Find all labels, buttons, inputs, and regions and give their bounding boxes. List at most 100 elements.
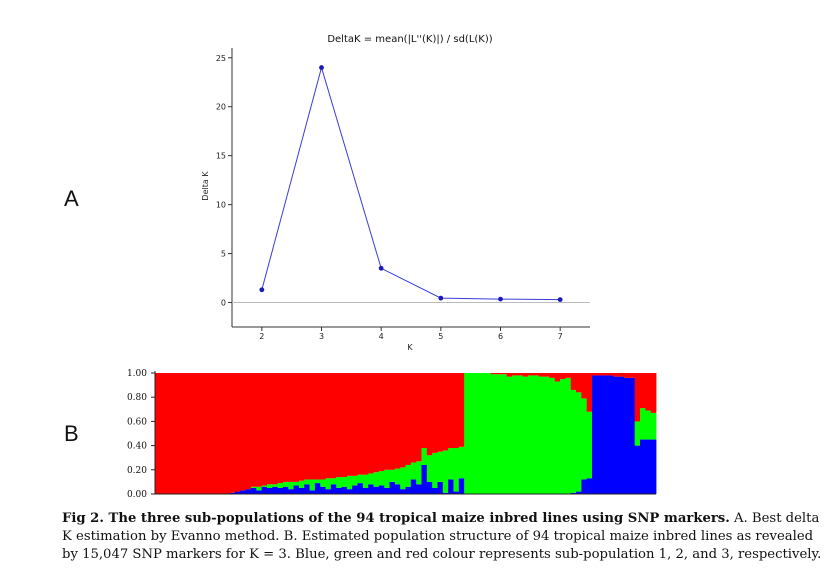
structure-bar-green-segment bbox=[640, 408, 646, 440]
structure-bar-green-segment bbox=[410, 462, 417, 480]
structure-bar-red-segment bbox=[176, 373, 183, 494]
structure-bar-blue-segment bbox=[261, 486, 268, 494]
structure-bar-red-segment bbox=[400, 373, 406, 468]
structure-bar-red-segment bbox=[160, 373, 167, 494]
structure-bar-blue-segment bbox=[629, 377, 636, 494]
structure-bar-red-segment bbox=[517, 373, 524, 376]
structure-bar-blue-segment bbox=[613, 376, 620, 494]
chart-a-data-point bbox=[438, 295, 444, 301]
structure-bar-green-segment bbox=[298, 480, 305, 488]
structure-bar-blue-segment bbox=[378, 485, 385, 494]
chart-b-y-tick-label: 1.00 bbox=[127, 369, 147, 379]
structure-bar-blue-segment bbox=[389, 481, 396, 494]
structure-bar-green-segment bbox=[485, 373, 492, 494]
structure-bar-green-segment bbox=[304, 479, 310, 485]
structure-bar-red-segment bbox=[229, 373, 236, 493]
structure-bar-red-segment bbox=[496, 373, 502, 375]
structure-bar-red-segment bbox=[362, 373, 369, 475]
structure-bar-blue-segment bbox=[368, 484, 374, 494]
structure-bar-blue-segment bbox=[458, 478, 465, 494]
structure-bar-green-segment bbox=[362, 474, 369, 488]
structure-bar-red-segment bbox=[421, 373, 428, 449]
structure-bar-red-segment bbox=[261, 373, 268, 486]
structure-bar-green-segment bbox=[421, 448, 428, 465]
structure-bar-green-segment bbox=[560, 379, 566, 494]
structure-bar-red-segment bbox=[453, 373, 460, 449]
structure-bar-green-segment bbox=[288, 481, 294, 490]
structure-bar-green-segment bbox=[373, 472, 380, 487]
structure-bar-green-segment bbox=[458, 446, 465, 479]
structure-bar-blue-segment bbox=[576, 491, 582, 494]
structure-bar-green-segment bbox=[357, 474, 364, 484]
structure-bar-blue-segment bbox=[421, 464, 428, 494]
structure-bar-red-segment bbox=[506, 373, 513, 377]
structure-bar-green-segment bbox=[448, 448, 454, 480]
structure-bar-red-segment bbox=[378, 373, 385, 472]
structure-bar-blue-segment bbox=[634, 445, 641, 494]
structure-bar-green-segment bbox=[250, 486, 257, 488]
structure-bar-green-segment bbox=[293, 481, 300, 486]
structure-bar-green-segment bbox=[528, 375, 534, 494]
structure-bar-blue-segment bbox=[341, 486, 348, 494]
structure-bar-blue-segment bbox=[346, 489, 353, 494]
structure-bar-blue-segment bbox=[304, 484, 310, 494]
structure-bar-red-segment bbox=[640, 373, 646, 409]
structure-bar-blue-segment bbox=[570, 492, 577, 494]
structure-bar-red-segment bbox=[325, 373, 332, 479]
structure-bar-blue-segment bbox=[325, 489, 332, 494]
structure-bar-red-segment bbox=[240, 373, 247, 491]
structure-bar-green-segment bbox=[330, 478, 337, 485]
structure-bar-green-segment bbox=[389, 469, 396, 482]
structure-bar-green-segment bbox=[320, 479, 326, 487]
structure-bar-red-segment bbox=[293, 373, 300, 482]
structure-bar-red-segment bbox=[565, 373, 572, 378]
chart-a-data-point bbox=[557, 297, 563, 302]
structure-bar-green-segment bbox=[581, 398, 588, 480]
structure-bar-blue-segment bbox=[240, 490, 247, 494]
structure-bar-green-segment bbox=[506, 376, 513, 494]
structure-bar-blue-segment bbox=[245, 489, 252, 494]
structure-bar-blue-segment bbox=[640, 439, 646, 494]
structure-bar-blue-segment bbox=[320, 486, 326, 494]
structure-bar-red-segment bbox=[512, 373, 518, 376]
structure-bar-blue-segment bbox=[586, 478, 593, 494]
structure-bar-red-segment bbox=[458, 373, 465, 447]
structure-bar-green-segment bbox=[650, 412, 657, 440]
chart-a-x-tick-label: 7 bbox=[558, 332, 563, 341]
structure-bar-red-segment bbox=[155, 373, 161, 494]
chart-a-y-axis-label: Delta K bbox=[201, 171, 210, 201]
structure-bar-blue-segment bbox=[416, 484, 422, 494]
structure-bar-blue-segment bbox=[373, 486, 380, 494]
structure-bar-red-segment bbox=[192, 373, 199, 494]
structure-bar-red-segment bbox=[314, 373, 321, 480]
structure-bar-green-segment bbox=[442, 450, 449, 493]
structure-bar-red-segment bbox=[490, 373, 497, 375]
chart-b-y-tick-label: 0.40 bbox=[127, 442, 147, 452]
chart-b-y-tick-label: 0.80 bbox=[127, 393, 147, 403]
structure-bar-red-segment bbox=[341, 373, 348, 478]
structure-bar-green-segment bbox=[453, 448, 460, 492]
structure-bar-red-segment bbox=[645, 373, 652, 411]
structure-bar-red-segment bbox=[650, 373, 657, 413]
structure-bar-red-segment bbox=[389, 373, 396, 470]
structure-bar-blue-segment bbox=[437, 481, 444, 494]
structure-bar-green-segment bbox=[426, 455, 433, 482]
chart-a-x-tick-label: 2 bbox=[259, 332, 264, 341]
structure-bar-red-segment bbox=[352, 373, 358, 476]
chart-a-x-tick-label: 4 bbox=[379, 332, 384, 341]
structure-bar-green-segment bbox=[576, 392, 582, 492]
structure-bar-red-segment bbox=[538, 373, 545, 377]
structure-bar-blue-segment bbox=[597, 375, 604, 494]
structure-bar-blue-segment bbox=[400, 489, 406, 494]
chart-a-x-axis-label: K bbox=[407, 343, 413, 352]
structure-bar-red-segment bbox=[405, 373, 412, 465]
structure-bar-red-segment bbox=[266, 373, 273, 485]
chart-a-data-point bbox=[319, 65, 324, 70]
structure-bar-blue-segment bbox=[357, 483, 364, 494]
population-structure-bar-chart: 0.00 0.20 0.40 0.60 0.80 1.00 bbox=[127, 369, 657, 500]
structure-bar-red-segment bbox=[250, 373, 257, 487]
structure-bar-red-segment bbox=[554, 373, 561, 382]
structure-bar-red-segment bbox=[256, 373, 262, 487]
structure-bar-green-segment bbox=[474, 373, 481, 494]
structure-bar-red-segment bbox=[288, 373, 294, 482]
